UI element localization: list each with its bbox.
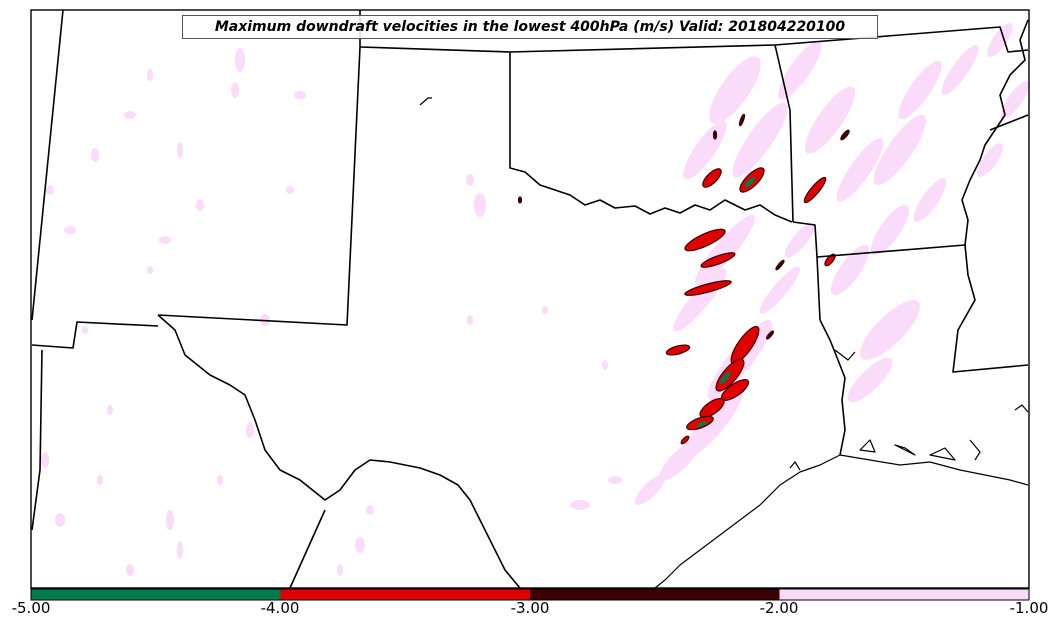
- colorbar-tick-label: -2.00: [759, 599, 799, 617]
- weak-downdraft-field: [41, 23, 1029, 576]
- colorbar-bin: [31, 589, 281, 600]
- strong-downdraft-cells: [517, 113, 850, 445]
- colorbar-tick-label: -3.00: [510, 599, 550, 617]
- colorbar-bin: [530, 589, 780, 600]
- map-title: Maximum downdraft velocities in the lowe…: [182, 15, 878, 39]
- colorbar-tick-label: -4.00: [260, 599, 300, 617]
- colorbar-tick-label: -5.00: [11, 599, 51, 617]
- coastline: [419, 97, 1029, 589]
- colorbar-frame: [30, 588, 1030, 601]
- colorbar-bin: [779, 589, 1029, 600]
- colorbar-bin: [280, 589, 530, 600]
- colorbar: [30, 588, 1030, 601]
- colorbar-tick-label: -1.00: [1009, 599, 1049, 617]
- map-frame: [30, 9, 1030, 589]
- state-borders: [31, 9, 1029, 589]
